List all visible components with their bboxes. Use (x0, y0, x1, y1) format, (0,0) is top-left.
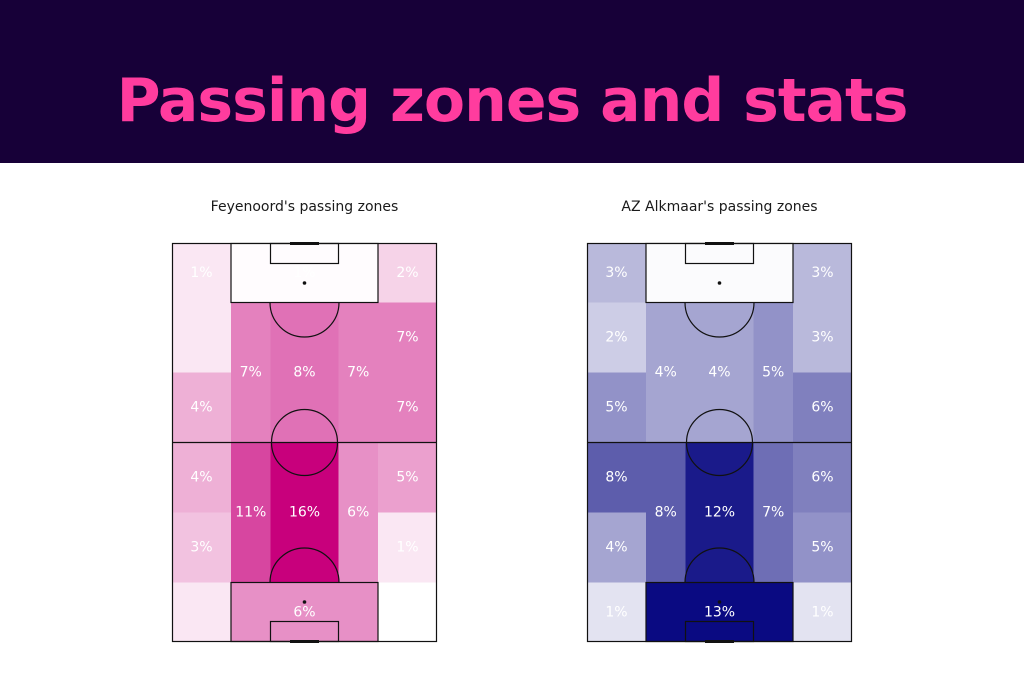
top-penalty-spot (717, 281, 722, 285)
heatmap-cell (338, 302, 378, 443)
top-penalty-arc (269, 302, 340, 338)
heatmap-cell (378, 512, 437, 583)
cell-value-label: 16% (289, 505, 320, 521)
cell-value-label: 5% (811, 540, 833, 556)
cell-value-label: 13% (704, 604, 735, 620)
heatmap-cell (338, 442, 378, 583)
cell-value-label: 4% (190, 470, 212, 486)
header-banner: Passing zones and stats (0, 0, 1024, 163)
cell-value-label: 7% (347, 365, 369, 381)
cell-value-label: 3% (605, 265, 627, 281)
cell-value-label: 8% (605, 470, 627, 486)
pitch-markings (171, 242, 438, 643)
heatmap-cell (793, 442, 852, 513)
cell-value-label: 1% (605, 604, 627, 620)
heatmap-cells (587, 243, 852, 642)
chart-title-feyenoord: Feyenoord's passing zones (210, 199, 399, 215)
cell-value-label: 3% (190, 540, 212, 556)
heatmap-cell (587, 372, 646, 443)
heatmap-cell (172, 442, 231, 513)
bottom-penalty-spot (717, 600, 722, 604)
cell-value-label: 12% (704, 505, 735, 521)
cell-value-label: 6% (347, 505, 369, 521)
heatmap-cell (231, 442, 271, 583)
heatmap-cell (172, 243, 231, 303)
cell-value-label: 1% (396, 540, 418, 556)
cell-value-label: 3% (811, 265, 833, 281)
cell-value-label: 2% (605, 330, 627, 346)
top-penalty-spot (302, 281, 307, 285)
cell-value-label: 5% (396, 470, 418, 486)
heatmap-cell (793, 582, 852, 642)
cell-value-label: 7% (762, 505, 784, 521)
cell-value-label: 4% (655, 365, 677, 381)
heatmap-cell (378, 442, 437, 513)
bottom-penalty-arc (269, 547, 340, 583)
cell-value-label: 8% (655, 505, 677, 521)
cell-value-label: 4% (708, 365, 730, 381)
heatmap-cell (172, 372, 231, 443)
top-penalty-arc (684, 302, 755, 338)
heatmap-cell (231, 582, 378, 642)
cell-value-label: 8% (293, 365, 315, 381)
cell-value-label: 5% (762, 365, 784, 381)
heatmap-cell (753, 442, 793, 583)
heatmap-cell (378, 372, 437, 443)
chart-title-az-alkmaar: AZ Alkmaar's passing zones (621, 199, 818, 215)
heatmap-cell (378, 302, 437, 373)
heatmap-cell (646, 302, 686, 443)
heatmap-labels: 1% 1% 2% 7% 8% 7% 7% 4% 7% 4% 11% 16% 6% 5% 3% 1% 6% 0% (190, 265, 418, 621)
cell-value-label: 6% (293, 604, 315, 620)
heatmap-cell (172, 512, 231, 583)
heatmap-cell (793, 372, 852, 443)
heatmap-cell (793, 512, 852, 583)
heatmap-cell (646, 582, 793, 642)
cell-value-label: 0% (396, 604, 418, 620)
heatmap-cell (646, 442, 686, 583)
cell-value-label: 4% (605, 540, 627, 556)
top-penalty-area (645, 242, 794, 304)
cell-value-label: 2% (396, 265, 418, 281)
bottom-penalty-spot (302, 600, 307, 604)
cell-value-label: 1% (293, 265, 315, 281)
heatmap-cell (753, 302, 793, 443)
top-penalty-area (230, 242, 379, 304)
heatmap-cell (231, 302, 271, 443)
pitch-heatmap-az-alkmaar: 3% 3% 2% 4% 4% 5% 3% 5% 6% 8% 8% 12% 7% 6% 4% 5% 1% 13% 1% (586, 242, 853, 643)
bottom-penalty-arc (684, 547, 755, 583)
cell-value-label: 6% (811, 400, 833, 416)
pitch-markings (586, 242, 853, 643)
heatmap-labels: 3% 3% 2% 4% 4% 5% 3% 5% 6% 8% 8% 12% 7% 6% 4% 5% 1% 13% 1% (605, 265, 833, 621)
heatmap-cell (172, 582, 231, 642)
cell-value-label: 6% (811, 470, 833, 486)
heatmap-cell (587, 512, 646, 583)
heatmap-cell (587, 582, 646, 642)
center-circle (270, 408, 339, 477)
cell-value-label: 1% (190, 265, 212, 281)
heatmap-cell (587, 243, 646, 303)
heatmap-cell (793, 302, 852, 373)
cell-value-label: 5% (605, 400, 627, 416)
cell-value-label: 11% (235, 505, 266, 521)
heatmap-cell (378, 243, 437, 303)
cell-value-label: 3% (811, 330, 833, 346)
heatmap-cell (172, 302, 231, 373)
page-title: Passing zones and stats (116, 66, 909, 136)
heatmap-cell (793, 243, 852, 303)
center-circle (685, 408, 754, 477)
heatmap-cell (587, 442, 646, 513)
heatmap-cell (587, 302, 646, 373)
cell-value-label: 4% (190, 400, 212, 416)
cell-value-label: 7% (396, 330, 418, 346)
pitch-heatmap-feyenoord: 1% 1% 2% 7% 8% 7% 7% 4% 7% 4% 11% 16% 6% 5% 3% 1% 6% 0% (171, 242, 438, 643)
cell-value-label: 7% (240, 365, 262, 381)
cell-value-label: 7% (396, 400, 418, 416)
cell-value-label: 1% (811, 604, 833, 620)
